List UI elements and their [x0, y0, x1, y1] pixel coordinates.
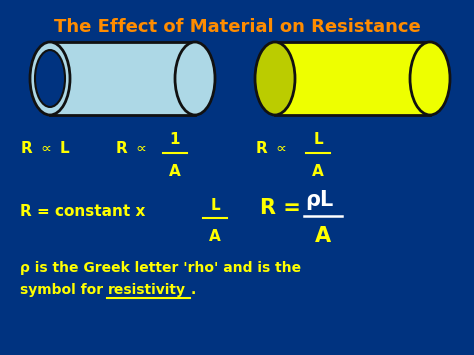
Text: A: A — [209, 229, 221, 244]
Text: L: L — [210, 197, 220, 213]
Text: A: A — [169, 164, 181, 179]
Ellipse shape — [35, 50, 65, 107]
Text: A: A — [312, 164, 324, 179]
Text: The Effect of Material on Resistance: The Effect of Material on Resistance — [54, 18, 420, 36]
Text: R $\propto$: R $\propto$ — [255, 140, 286, 156]
Text: R $\propto$: R $\propto$ — [115, 140, 146, 156]
Text: R $\propto$ L: R $\propto$ L — [20, 140, 71, 156]
Bar — [50, 42, 195, 115]
Text: R =: R = — [260, 198, 308, 218]
Text: ρ is the Greek letter 'rho' and is the: ρ is the Greek letter 'rho' and is the — [20, 261, 301, 275]
Ellipse shape — [255, 42, 295, 115]
Text: L: L — [313, 132, 323, 147]
Ellipse shape — [410, 42, 450, 115]
Bar — [275, 42, 430, 115]
Text: symbol for: symbol for — [20, 283, 108, 297]
Ellipse shape — [175, 42, 215, 115]
Text: 1: 1 — [170, 132, 180, 147]
Text: .: . — [191, 283, 196, 297]
Text: ρL: ρL — [305, 190, 333, 210]
Text: R = constant x: R = constant x — [20, 204, 146, 219]
Ellipse shape — [30, 42, 70, 115]
Text: A: A — [315, 226, 331, 246]
Text: resistivity: resistivity — [108, 283, 186, 297]
